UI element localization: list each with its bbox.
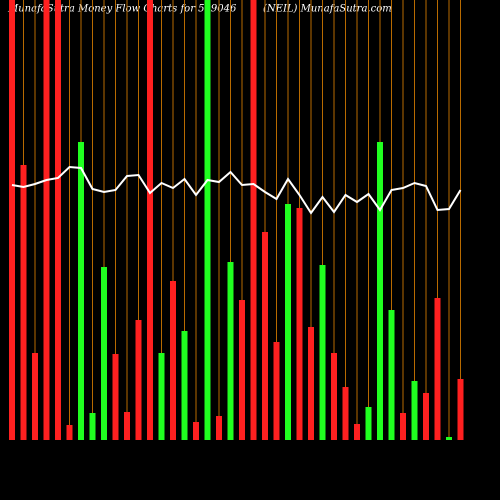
- bar: [434, 298, 441, 440]
- bar: [32, 353, 38, 440]
- bar: [331, 353, 337, 440]
- chart-subtitle: (NEIL) MunafaSutra.com: [263, 4, 392, 15]
- bar: [411, 381, 418, 440]
- bar: [239, 300, 245, 440]
- bar: [365, 407, 372, 440]
- chart-title: MunafaSutra Money Flow Charts for 539046: [7, 4, 237, 15]
- bar: [377, 142, 383, 440]
- bar: [423, 393, 429, 440]
- bar: [158, 353, 165, 440]
- bar: [388, 310, 395, 440]
- bar: [101, 267, 107, 440]
- bar: [135, 320, 142, 440]
- bar: [170, 281, 176, 440]
- bar: [216, 416, 222, 440]
- bar: [250, 0, 257, 440]
- bar: [354, 424, 360, 440]
- bar: [457, 379, 464, 440]
- bar: [227, 262, 234, 440]
- bar: [400, 413, 406, 440]
- bar: [273, 342, 280, 440]
- flow-line: [11, 165, 462, 215]
- bar: [319, 265, 326, 440]
- bar: [147, 0, 153, 440]
- bar: [446, 437, 452, 440]
- bar: [9, 0, 15, 440]
- bar: [296, 208, 303, 440]
- bar: [55, 0, 61, 440]
- bar: [193, 422, 199, 440]
- bar: [66, 425, 73, 440]
- bar: [124, 412, 130, 440]
- bar: [342, 387, 349, 440]
- bar: [43, 0, 50, 440]
- bar: [308, 327, 314, 440]
- bar: [181, 331, 188, 440]
- bar: [20, 165, 27, 440]
- bar: [204, 0, 211, 440]
- bar: [262, 232, 268, 440]
- bar: [89, 413, 96, 440]
- bar: [112, 354, 119, 440]
- bar: [285, 204, 291, 440]
- bar: [78, 142, 84, 440]
